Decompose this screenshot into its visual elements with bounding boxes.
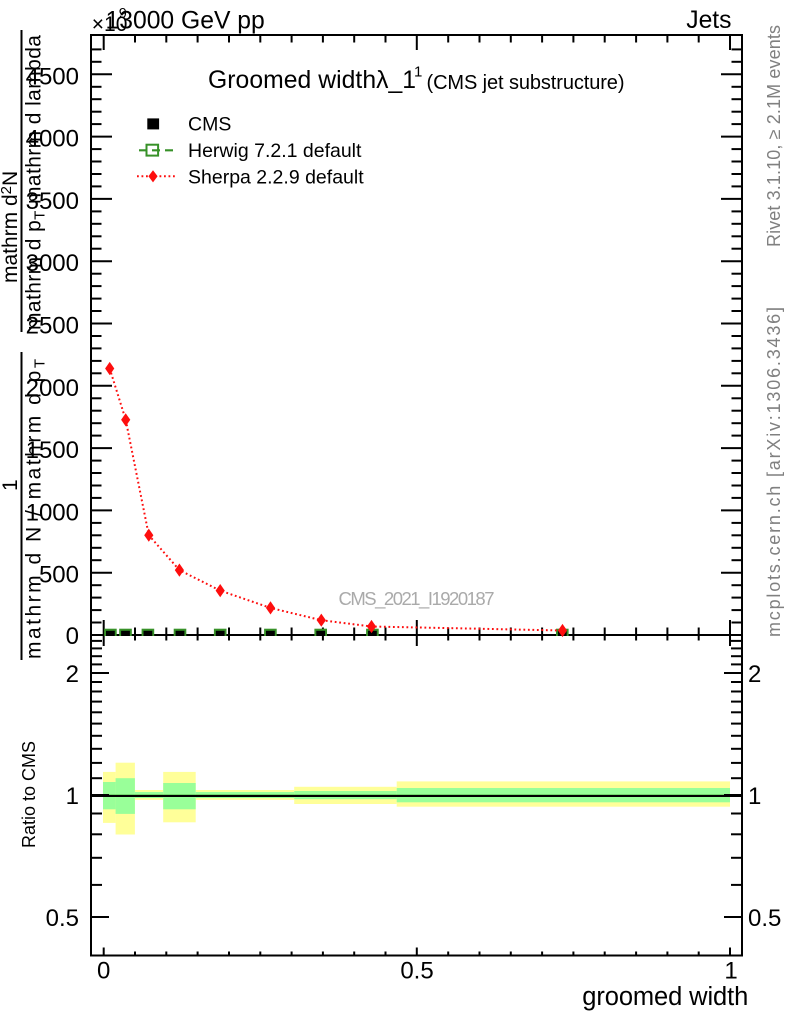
svg-text:2500: 2500 (26, 313, 79, 340)
svg-text:Sherpa 2.2.9 default: Sherpa 2.2.9 default (188, 167, 364, 189)
svg-text:CMS: CMS (188, 114, 231, 136)
svg-text:1: 1 (414, 64, 422, 81)
svg-text:(CMS jet substructure): (CMS jet substructure) (427, 72, 625, 94)
svg-text:×10: ×10 (92, 13, 128, 36)
svg-text:0: 0 (97, 958, 110, 985)
svg-text:0: 0 (66, 623, 79, 650)
svg-text:0.5: 0.5 (400, 958, 433, 985)
svg-text:4000: 4000 (26, 126, 79, 153)
svg-text:Jets: Jets (686, 7, 731, 34)
svg-text:mathrm d2N: mathrm d2N (0, 171, 22, 283)
svg-text:1000: 1000 (26, 499, 79, 526)
svg-text:CMS_2021_I1920187: CMS_2021_I1920187 (339, 588, 495, 610)
svg-text:2: 2 (748, 661, 761, 688)
svg-text:3000: 3000 (26, 250, 79, 277)
svg-text:Rivet 3.1.10, ≥ 2.1M events: Rivet 3.1.10, ≥ 2.1M events (764, 25, 784, 247)
svg-text:0.5: 0.5 (46, 905, 79, 932)
svg-text:0.5: 0.5 (748, 905, 781, 932)
svg-text:mathrm d pT mathrm d lambda: mathrm d pT mathrm d lambda (23, 35, 49, 330)
svg-text:1: 1 (748, 783, 761, 810)
svg-text:1: 1 (0, 479, 22, 491)
svg-text:1: 1 (66, 783, 79, 810)
svg-text:13000 GeV pp: 13000 GeV pp (106, 8, 265, 35)
svg-text:2000: 2000 (26, 375, 79, 402)
svg-text:Groomed widthλ_1: Groomed widthλ_1 (208, 67, 416, 94)
svg-text:1: 1 (724, 958, 737, 985)
svg-text:groomed width: groomed width (582, 983, 748, 1011)
svg-text:Herwig 7.2.1 default: Herwig 7.2.1 default (188, 140, 362, 162)
svg-text:2: 2 (66, 661, 79, 688)
svg-text:500: 500 (39, 562, 79, 589)
svg-text:3500: 3500 (26, 188, 79, 215)
svg-text:4500: 4500 (26, 63, 79, 90)
svg-text:1500: 1500 (26, 437, 79, 464)
svg-text:Ratio to CMS: Ratio to CMS (19, 741, 39, 848)
svg-text:9: 9 (119, 6, 127, 22)
